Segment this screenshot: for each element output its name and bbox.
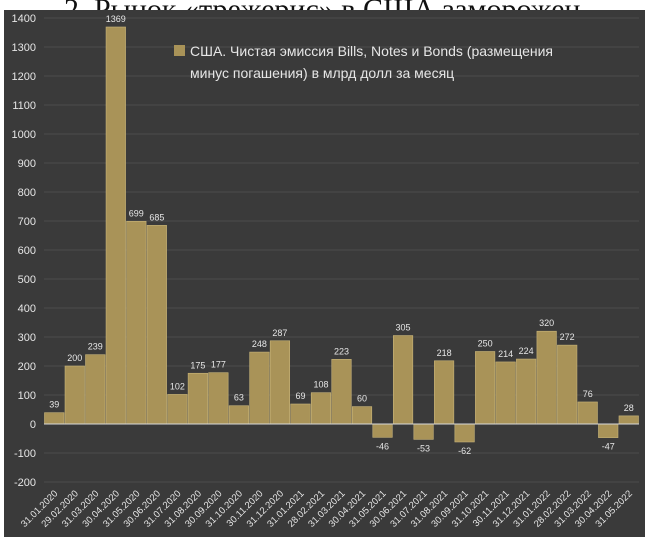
data-label: 248 [252, 339, 267, 349]
data-label: 214 [498, 349, 513, 359]
bar [598, 423, 619, 438]
y-tick-label: -100 [14, 448, 36, 460]
bar [351, 406, 373, 425]
data-label: 200 [67, 353, 82, 363]
data-label: 305 [396, 323, 411, 333]
y-tick-label: 0 [30, 419, 36, 431]
bar [146, 225, 167, 425]
data-labels: 39 200 239 1369 699 685 102 175 177 63 248 287 69 108… [49, 14, 633, 456]
data-label: 272 [560, 332, 575, 342]
data-label: 685 [149, 212, 164, 222]
bar [105, 26, 126, 425]
data-label: -47 [602, 442, 615, 452]
bar [454, 423, 475, 443]
data-label: 177 [211, 360, 226, 370]
bar [290, 403, 311, 425]
y-tick-label: -200 [14, 477, 36, 489]
legend-swatch [174, 45, 185, 56]
data-label: 224 [519, 346, 534, 356]
bar [372, 423, 393, 438]
bar [208, 372, 229, 425]
bar [413, 423, 434, 440]
bar [434, 360, 455, 425]
data-label: 699 [129, 208, 144, 218]
y-tick-label: 1000 [12, 129, 36, 141]
data-label: 218 [437, 348, 452, 358]
bar [331, 359, 352, 425]
bar [269, 340, 291, 425]
bar [187, 372, 208, 425]
y-tick-label: 1300 [12, 42, 36, 54]
data-label: 63 [234, 393, 244, 403]
data-label: 239 [88, 342, 103, 352]
bar [536, 330, 557, 425]
data-label: 1369 [106, 14, 126, 24]
bar [64, 365, 85, 425]
data-label: 102 [170, 381, 185, 391]
y-tick-label: 700 [18, 216, 36, 228]
y-tick-label: 100 [18, 390, 36, 402]
bar [228, 405, 249, 425]
legend-label-line-2: минус погашения) в млрд долл за месяц [190, 65, 454, 81]
net-issuance-bar-chart: 1400130012001100100090080070060050040030… [12, 13, 639, 530]
y-axis-ticks: 1400130012001100100090080070060050040030… [12, 13, 36, 489]
y-tick-label: 800 [18, 187, 36, 199]
data-label: 69 [295, 391, 305, 401]
bar [475, 351, 496, 425]
bar [495, 361, 516, 425]
y-tick-label: 1100 [12, 100, 36, 112]
bars [44, 26, 639, 443]
data-label: 39 [49, 400, 59, 410]
x-axis-ticks: 31.01.202029.02.202031.03.202030.04.2020… [19, 488, 635, 529]
data-label: 60 [357, 394, 367, 404]
y-tick-label: 1400 [12, 13, 36, 25]
bar [167, 394, 188, 425]
data-label: 108 [313, 380, 328, 390]
data-label: -46 [376, 441, 389, 451]
bar [126, 220, 147, 425]
data-label: 28 [624, 403, 634, 413]
chart-frame: 1400 1300 1200 1100 1000 900 800 700 600 500 400 30… [4, 10, 645, 537]
data-label: 175 [190, 360, 205, 370]
bar [577, 401, 598, 425]
bar [557, 344, 578, 425]
bar [249, 351, 270, 425]
data-label: -62 [458, 446, 471, 456]
bar [516, 358, 537, 425]
bar [44, 412, 65, 425]
y-tick-label: 600 [18, 245, 36, 257]
data-label: -53 [417, 443, 430, 453]
y-tick-label: 1200 [12, 71, 36, 83]
legend: США. Чистая эмиссия Bills, Notes и Bonds… [174, 43, 553, 81]
data-label: 250 [478, 339, 493, 349]
data-label: 223 [334, 346, 349, 356]
bar [618, 415, 639, 425]
data-label: 320 [539, 318, 554, 328]
y-tick-label: 500 [18, 274, 36, 286]
data-label: 76 [583, 389, 593, 399]
y-tick-label: 200 [18, 361, 36, 373]
bar [392, 335, 414, 425]
bar [85, 354, 106, 425]
y-tick-label: 400 [18, 303, 36, 315]
bar [310, 392, 332, 425]
y-tick-label: 900 [18, 158, 36, 170]
legend-label-line-1: США. Чистая эмиссия Bills, Notes и Bonds… [190, 43, 553, 59]
data-label: 287 [272, 328, 287, 338]
y-tick-label: 300 [18, 332, 36, 344]
